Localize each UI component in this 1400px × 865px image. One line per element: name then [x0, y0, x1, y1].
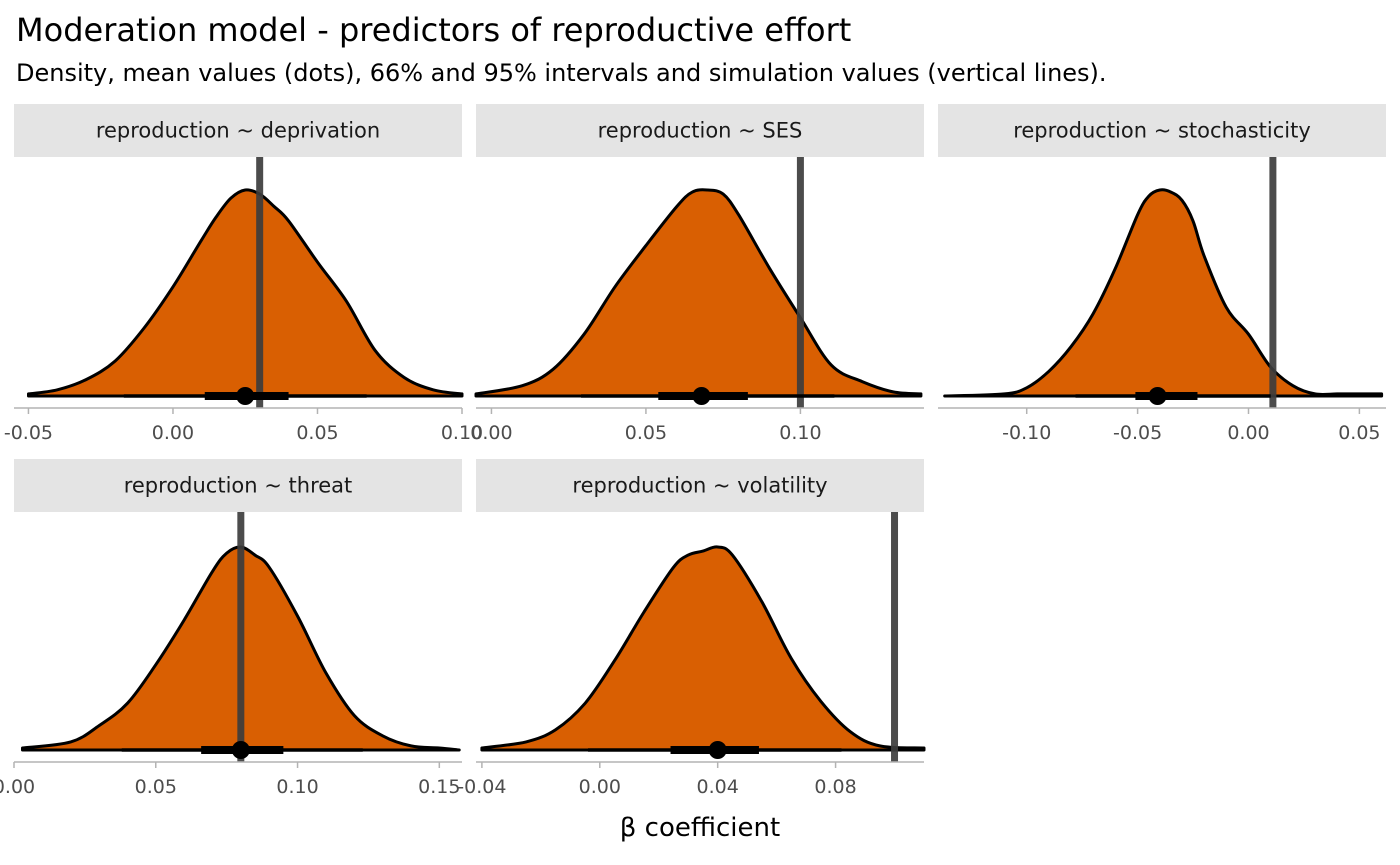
- facet-strip-label: reproduction ~ SES: [598, 119, 803, 143]
- density-curve: [943, 188, 1384, 398]
- facet-strip-label: reproduction ~ deprivation: [96, 119, 380, 143]
- chart-subtitle: Density, mean values (dots), 66% and 95%…: [16, 59, 1107, 87]
- x-tick-label: 0.00: [470, 422, 512, 444]
- facet-strip: [476, 104, 924, 157]
- x-tick-label: -0.10: [1002, 422, 1051, 444]
- facet-panel: reproduction ~ deprivation -0.05 0.00 0.05 0…: [4, 104, 483, 444]
- x-tick-label: 0.05: [625, 422, 667, 444]
- chart-title: Moderation model - predictors of reprodu…: [16, 11, 852, 49]
- x-tick-label: 0.00: [0, 776, 35, 798]
- mean-dot: [692, 387, 711, 405]
- facet-panel: reproduction ~ SES 0.00 0.05 0.10: [470, 104, 924, 444]
- mean-dot: [231, 741, 250, 759]
- density-curve: [474, 188, 923, 398]
- x-tick-label: 0.05: [296, 422, 338, 444]
- x-tick-label: 0.05: [135, 776, 177, 798]
- x-tick-label: -0.05: [4, 422, 53, 444]
- facet-strip-label: reproduction ~ volatility: [572, 474, 827, 498]
- mean-dot: [1148, 387, 1167, 405]
- x-tick-label: 0.15: [418, 776, 460, 798]
- mean-dot: [708, 741, 727, 759]
- facet-strip: [938, 104, 1386, 157]
- x-tick-label: 0.00: [1227, 422, 1269, 444]
- x-tick-label: 0.10: [779, 422, 821, 444]
- x-tick-label: 0.08: [814, 776, 856, 798]
- x-tick-label: 0.04: [697, 776, 739, 798]
- x-tick-label: 0.10: [276, 776, 318, 798]
- x-tick-label: 0.05: [1338, 422, 1380, 444]
- facet-strip-label: reproduction ~ threat: [124, 474, 353, 498]
- facet-strip: [476, 459, 924, 512]
- facet-strip-label: reproduction ~ stochasticity: [1013, 119, 1311, 143]
- x-tick-label: 0.10: [441, 422, 483, 444]
- x-axis-title: β coefficient: [619, 813, 781, 843]
- facet-strip: [14, 104, 462, 157]
- mean-dot: [236, 387, 255, 405]
- density-curve: [27, 188, 464, 398]
- x-tick-label: 0.00: [152, 422, 194, 444]
- facet-panel: reproduction ~ threat 0.00 0.05 0.10 0.15: [0, 459, 462, 798]
- x-tick-label: -0.04: [457, 776, 506, 798]
- facet-panel: reproduction ~ volatility -0.04 0.00 0.04 0.…: [457, 459, 926, 798]
- facet-strip: [14, 459, 462, 512]
- density-curve: [480, 545, 926, 752]
- facet-panel: reproduction ~ stochasticity -0.10 -0.05 0.…: [938, 104, 1386, 444]
- x-tick-label: -0.05: [1113, 422, 1162, 444]
- x-tick-label: 0.00: [579, 776, 621, 798]
